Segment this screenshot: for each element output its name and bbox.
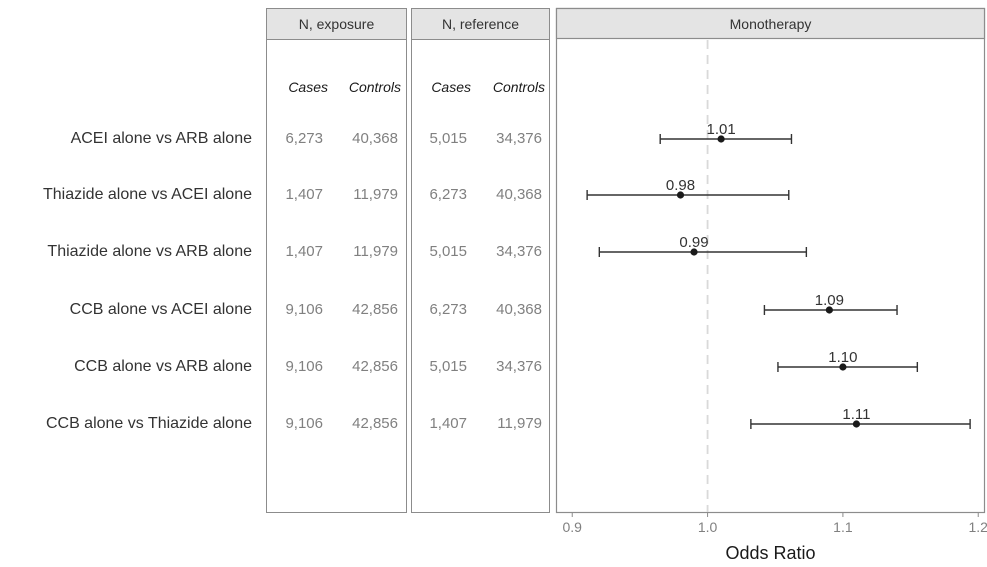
- row-label: CCB alone vs Thiazide alone: [45, 415, 252, 432]
- row-label: CCB alone vs ARB alone: [74, 358, 252, 375]
- reference-controls-cell: 34,376: [496, 243, 542, 260]
- exposure-cases-cell: 6,273: [285, 130, 323, 147]
- exposure-controls-header: Controls: [348, 79, 401, 95]
- exposure-controls-cell: 11,979: [353, 186, 398, 203]
- reference-panel: N, reference: [411, 8, 550, 513]
- reference-panel-title: N, reference: [412, 9, 549, 40]
- exposure-cases-header: Cases: [288, 79, 328, 95]
- x-axis-label: Odds Ratio: [725, 543, 815, 563]
- reference-cases-cell: 1,407: [429, 415, 467, 432]
- row-label: Thiazide alone vs ARB alone: [47, 243, 252, 260]
- reference-controls-cell: 11,979: [497, 415, 542, 432]
- point-estimate: [676, 191, 685, 199]
- exposure-controls-cell: 40,368: [352, 130, 398, 147]
- estimate-label: 1.09: [815, 292, 844, 309]
- point-estimate: [690, 248, 698, 256]
- reference-controls-cell: 40,368: [496, 301, 542, 318]
- plot-panel: [555, 7, 986, 514]
- estimate-label: 1.11: [842, 406, 870, 423]
- exposure-panel: N, exposure: [266, 8, 407, 513]
- reference-controls-cell: 40,368: [496, 186, 542, 203]
- exposure-panel-title: N, exposure: [267, 9, 406, 40]
- x-tick-label: 0.9: [563, 519, 583, 535]
- point-estimate: [825, 306, 833, 314]
- exposure-cases-cell: 1,407: [285, 243, 323, 260]
- x-tick-label: 1.2: [968, 519, 987, 535]
- estimate-label: 1.10: [828, 349, 857, 366]
- estimate-label: 0.98: [666, 177, 695, 194]
- exposure-controls-cell: 42,856: [352, 358, 398, 375]
- x-tick-label: 1.1: [833, 519, 853, 535]
- reference-cases-cell: 5,015: [429, 358, 467, 375]
- reference-controls-cell: 34,376: [496, 130, 542, 147]
- row-label: ACEI alone vs ARB alone: [70, 130, 252, 147]
- reference-cases-cell: 5,015: [429, 243, 467, 260]
- exposure-cases-cell: 9,106: [285, 415, 323, 432]
- plot-strip: [555, 7, 986, 40]
- reference-controls-header: Controls: [492, 79, 545, 95]
- reference-cases-cell: 6,273: [429, 301, 467, 318]
- point-estimate: [852, 420, 861, 428]
- estimate-label: 0.99: [679, 234, 708, 251]
- exposure-cases-cell: 1,407: [285, 186, 323, 203]
- exposure-controls-cell: 11,979: [353, 243, 398, 260]
- exposure-controls-cell: 42,856: [352, 301, 398, 318]
- estimate-label: 1.01: [707, 121, 736, 138]
- plot-title: Monotherapy: [730, 16, 812, 32]
- reference-controls-cell: 34,376: [496, 358, 542, 375]
- exposure-cases-cell: 9,106: [285, 301, 323, 318]
- point-estimate: [839, 363, 847, 371]
- point-estimate: [717, 135, 725, 143]
- exposure-cases-cell: 9,106: [285, 358, 323, 375]
- reference-cases-cell: 5,015: [429, 130, 467, 147]
- reference-cases-header: Cases: [431, 79, 471, 95]
- exposure-controls-cell: 42,856: [352, 415, 398, 432]
- row-label: Thiazide alone vs ACEI alone: [42, 186, 252, 203]
- x-tick-label: 1.0: [698, 519, 718, 535]
- row-label: CCB alone vs ACEI alone: [69, 301, 252, 318]
- reference-cases-cell: 6,273: [429, 186, 467, 203]
